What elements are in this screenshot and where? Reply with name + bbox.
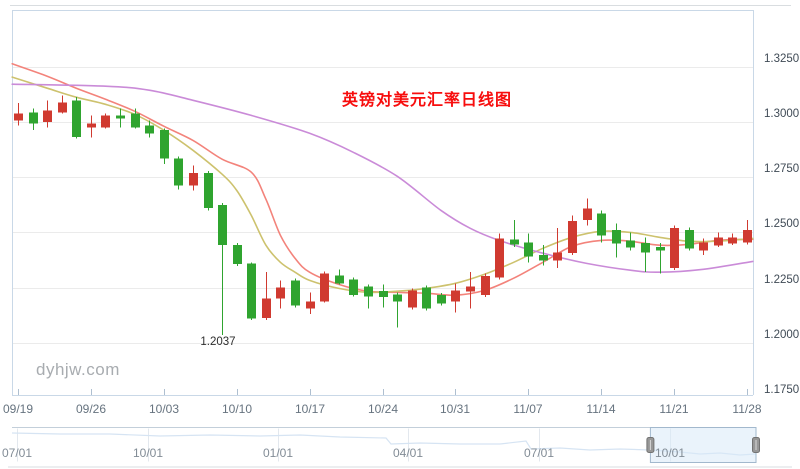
candle-10/11 xyxy=(247,262,256,321)
candle-10/18 xyxy=(320,271,329,303)
candle-10/20 xyxy=(349,277,358,297)
price-axis-label: 1.2500 xyxy=(764,218,800,230)
candle-09/30 xyxy=(145,120,154,138)
candle-10/07 xyxy=(218,203,227,335)
candle-11/15 xyxy=(612,223,621,258)
candle-11/09 xyxy=(553,228,562,269)
date-axis-ticks xyxy=(18,389,748,395)
candle-11/11 xyxy=(583,198,592,226)
candle-11/23 xyxy=(699,238,708,256)
chart-title: 英镑对美元汇率日线图 xyxy=(341,92,512,109)
candle-10/13 xyxy=(276,280,285,309)
candle-11/28 xyxy=(743,220,752,245)
candle-10/03 xyxy=(160,128,169,164)
candle-11/08 xyxy=(539,245,548,266)
candle-11/07 xyxy=(524,233,533,263)
candle-09/22 xyxy=(58,95,67,114)
candle-11/25 xyxy=(728,233,737,246)
price-axis-label: 1.2000 xyxy=(764,329,800,341)
candle-09/29 xyxy=(131,108,140,129)
candle-10/25 xyxy=(393,292,402,328)
candle-10/06 xyxy=(204,171,213,211)
candle-11/01 xyxy=(466,272,475,309)
candle-11/18 xyxy=(656,243,665,274)
date-axis-label: 09/26 xyxy=(75,402,107,416)
price-axis-label: 1.2250 xyxy=(764,274,800,286)
candle-10/19 xyxy=(335,269,344,285)
navigator-left-handle[interactable] xyxy=(646,437,655,453)
ma-slow-line xyxy=(11,83,754,274)
candle-11/03 xyxy=(495,233,504,280)
candle-09/28 xyxy=(116,108,125,128)
date-axis-label: 10/10 xyxy=(221,402,253,416)
candle-10/05 xyxy=(189,165,198,191)
price-axis-label: 1.2750 xyxy=(764,163,800,175)
navigator-axis-label: 10/01 xyxy=(132,446,164,460)
date-axis-label: 10/03 xyxy=(148,402,180,416)
date-axis-label: 11/07 xyxy=(513,402,543,416)
price-axis-label: 1.3250 xyxy=(764,53,800,65)
navigator-axis-label: 04/01 xyxy=(392,446,424,460)
candle-09/23 xyxy=(72,97,81,139)
date-axis-label: 11/14 xyxy=(586,402,616,416)
low-price-annotation: 1.2037 xyxy=(200,336,236,348)
candle-10/27 xyxy=(422,285,431,311)
candle-09/21 xyxy=(43,100,52,128)
candle-10/14 xyxy=(291,278,300,308)
navigator-right-handle[interactable] xyxy=(752,437,760,453)
candle-10/31 xyxy=(451,283,460,313)
date-axis-label: 11/28 xyxy=(732,402,762,416)
container-bottom-border xyxy=(8,466,792,468)
candle-10/10 xyxy=(233,243,242,267)
candle-10/24 xyxy=(379,284,388,308)
candle-11/02 xyxy=(481,273,490,298)
navigator-axis-label: 10/01 xyxy=(654,446,686,460)
navigator-axis-label: 07/01 xyxy=(523,446,555,460)
plot-border xyxy=(12,10,754,396)
candle-11/14 xyxy=(597,210,606,243)
date-axis-label: 10/24 xyxy=(367,402,399,416)
candles xyxy=(14,95,752,335)
candle-10/21 xyxy=(364,284,373,309)
container-top-border xyxy=(10,5,791,6)
candle-09/27 xyxy=(101,113,110,129)
candle-09/19 xyxy=(14,103,23,126)
candle-09/26 xyxy=(87,115,96,138)
navigator-axis-label: 07/01 xyxy=(1,446,33,460)
navigator xyxy=(11,427,760,463)
navigator-sparkline xyxy=(11,432,757,456)
date-axis-label: 10/31 xyxy=(439,402,471,416)
watermark-dyhjw: dyhjw.com xyxy=(36,360,120,379)
candle-11/22 xyxy=(685,227,694,251)
candle-10/28 xyxy=(437,293,446,306)
candle-10/12 xyxy=(262,272,271,321)
price-axis-label: 1.3000 xyxy=(764,108,800,120)
candle-11/16 xyxy=(626,232,635,251)
date-axis-label: 09/19 xyxy=(2,402,34,416)
candle-11/24 xyxy=(714,232,723,248)
candle-10/04 xyxy=(174,156,183,190)
candle-10/26 xyxy=(408,288,417,310)
date-axis-label: 11/21 xyxy=(659,402,689,416)
candle-09/20 xyxy=(29,108,38,131)
ma-mid-line xyxy=(11,76,754,294)
price-axis-label: 1.1750 xyxy=(764,384,800,396)
candle-11/10 xyxy=(568,215,577,256)
candle-11/17 xyxy=(641,237,650,273)
candle-10/17 xyxy=(306,292,315,315)
candle-11/04 xyxy=(510,220,519,248)
navigator-gridlines xyxy=(17,428,671,462)
date-axis-label: 10/17 xyxy=(294,402,326,416)
candle-11/21 xyxy=(670,225,679,271)
navigator-axis-label: 01/01 xyxy=(262,446,294,460)
